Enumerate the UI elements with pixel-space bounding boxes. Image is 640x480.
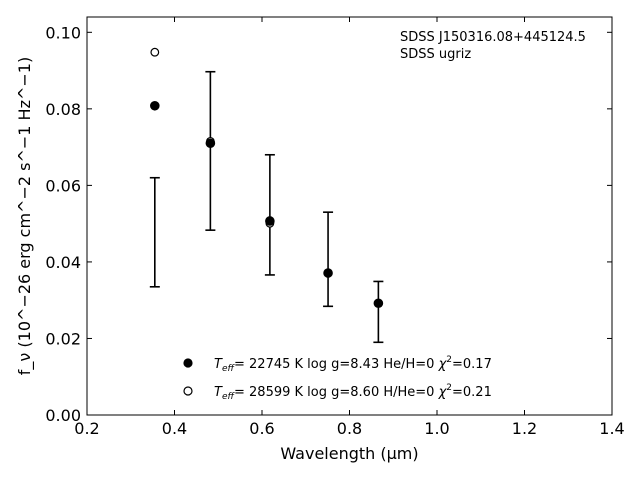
- model-points: [150, 47, 384, 309]
- legend-marker: [183, 386, 193, 396]
- x-tick-label: 0.4: [162, 419, 187, 438]
- y-tick-label: 0.00: [45, 406, 81, 425]
- filled-model-point: [323, 268, 333, 278]
- x-tick-label: 0.2: [74, 419, 99, 438]
- error-bars: [149, 70, 384, 344]
- plot-frame: [86, 16, 613, 416]
- filled-model-point: [373, 298, 384, 309]
- filled-model-point: [150, 100, 160, 111]
- annotation-survey: SDSS ugriz: [400, 47, 471, 62]
- ticks: 0.2 0.4 0.6 0.8 1.0 1.2 1.4 0.00 0.02 0.04 0.06 0.0…: [45, 17, 625, 438]
- x-tick-label: 1.4: [599, 419, 624, 438]
- x-tick-label: 0.8: [337, 419, 362, 438]
- x-axis-label: Wavelength (μm): [280, 444, 418, 463]
- filled-model-point: [265, 216, 275, 226]
- y-tick-label: 0.06: [45, 176, 81, 195]
- x-tick-label: 1.2: [512, 419, 537, 438]
- y-axis-label: f_ν (10^−26 erg cm^−2 s^−1 Hz^−1): [15, 57, 35, 375]
- y-tick-label: 0.02: [45, 329, 81, 348]
- y-tick-label: 0.10: [45, 23, 81, 42]
- x-tick-label: 0.6: [249, 419, 274, 438]
- annotation-object: SDSS J150316.08+445124.5: [400, 30, 586, 45]
- x-tick-label: 1.0: [424, 419, 449, 438]
- filled-model-point: [205, 138, 216, 149]
- open-model-point: [150, 47, 160, 57]
- legend: Teff= 22745 K log g=8.43 He/H=0 χ2=0.17 T…: [183, 355, 492, 402]
- legend-label: Teff= 22745 K log g=8.43 He/H=0 χ2=0.17: [214, 355, 492, 374]
- y-tick-label: 0.08: [45, 100, 81, 119]
- legend-marker: [183, 358, 193, 368]
- y-tick-label: 0.04: [45, 253, 81, 272]
- legend-label: Teff= 28599 K log g=8.60 H/He=0 χ2=0.21: [214, 383, 492, 402]
